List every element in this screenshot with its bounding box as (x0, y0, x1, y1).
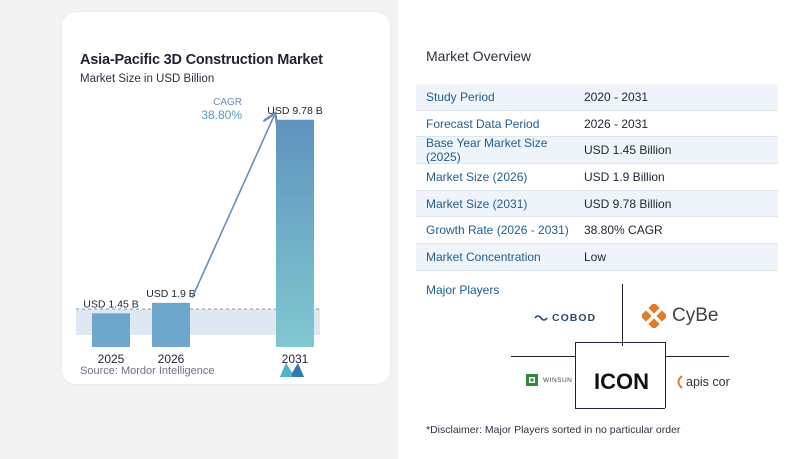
row-value: Low (584, 249, 607, 264)
apis-cor-logo-text: apis cor (686, 375, 730, 389)
cagr-label: CAGR (213, 97, 242, 108)
source-text: Source: Mordor Intelligence (80, 365, 215, 377)
chart-canvas: USD 1.45 B USD 1.9 B USD 9.78 B 2025 2026 20… (76, 97, 323, 366)
mordor-logo-icon (280, 363, 304, 382)
row-label: Market Concentration (426, 249, 541, 264)
grid-divider (665, 356, 729, 357)
grid-divider (665, 342, 666, 408)
row-value: 2026 - 2031 (584, 116, 649, 131)
overview-title: Market Overview (426, 48, 532, 64)
cagr-arrow (191, 116, 274, 299)
row-value: USD 9.78 Billion (584, 196, 672, 211)
icon-logo: ICON (594, 369, 649, 394)
row-value: 38.80% CAGR (584, 223, 663, 238)
table-row: Forecast Data Period 2026 - 2031 (416, 111, 778, 138)
cobod-logo-text: COBOD (552, 312, 597, 324)
row-value: 2020 - 2031 (584, 89, 649, 104)
row-label: Market Size (2031) (426, 196, 528, 211)
bar-2025 (92, 313, 130, 347)
row-value: USD 1.45 Billion (584, 143, 672, 158)
table-row: Market Size (2026) USD 1.9 Billion (416, 164, 778, 191)
data-label-2031: USD 9.78 B (267, 105, 322, 117)
grid-divider (575, 342, 665, 343)
table-row: Base Year Market Size (2025) USD 1.45 Bil… (416, 136, 778, 165)
table-row: Growth Rate (2026 - 2031) 38.80% CAGR (416, 217, 778, 245)
bar-2026 (152, 302, 190, 347)
grid-divider (622, 284, 623, 346)
table-row: Market Size (2031) USD 9.78 Billion (416, 190, 778, 218)
disclaimer-text: *Disclaimer: Major Players sorted in no … (426, 424, 681, 436)
players-grid: COBOD CyBe WINSUN ICON apis cor (398, 0, 800, 459)
winsun-logo-text: WINSUN (543, 376, 573, 384)
cybe-logo-icon: CyBe (642, 304, 718, 328)
table-row: Market Concentration Low (416, 244, 778, 271)
major-players-title: Major Players (426, 283, 500, 297)
data-label-2026: USD 1.9 B (146, 288, 196, 300)
table-row: Study Period 2020 - 2031 (416, 84, 778, 111)
data-label-2025: USD 1.45 B (83, 298, 138, 310)
row-label: Study Period (426, 89, 495, 104)
market-overview-panel: Market Overview Study Period 2020 - 2031 … (398, 0, 800, 459)
row-label: Market Size (2026) (426, 169, 528, 184)
bar-2031 (276, 119, 314, 348)
cagr-value: 38.80% (201, 108, 242, 122)
row-label: Forecast Data Period (426, 116, 540, 131)
row-value: USD 1.9 Billion (584, 169, 665, 184)
winsun-logo-icon: WINSUN (526, 374, 572, 386)
row-label: Base Year Market Size (2025) (426, 136, 548, 165)
x-tick-label-2025: 2025 (98, 352, 125, 366)
cobod-logo-icon: COBOD (534, 312, 596, 324)
grid-divider (575, 342, 576, 408)
x-tick-label-2031: 2031 (282, 352, 309, 366)
cybe-logo-text: CyBe (672, 305, 719, 326)
overview-table: Study Period 2020 - 2031 Forecast Data Pe… (416, 84, 778, 271)
apis-cor-logo-icon: apis cor (674, 375, 730, 389)
row-label: Growth Rate (2026 - 2031) (426, 223, 569, 238)
x-tick-label-2026: 2026 (158, 352, 185, 366)
chart-card: USD 1.45 B USD 1.9 B USD 9.78 B 2025 2026 20… (62, 12, 390, 384)
grid-divider (575, 408, 665, 409)
chart-subtitle: Market Size in USD Billion (80, 73, 215, 85)
grid-divider (511, 356, 575, 357)
chart-title: Asia-Pacific 3D Construction Market (80, 52, 323, 68)
